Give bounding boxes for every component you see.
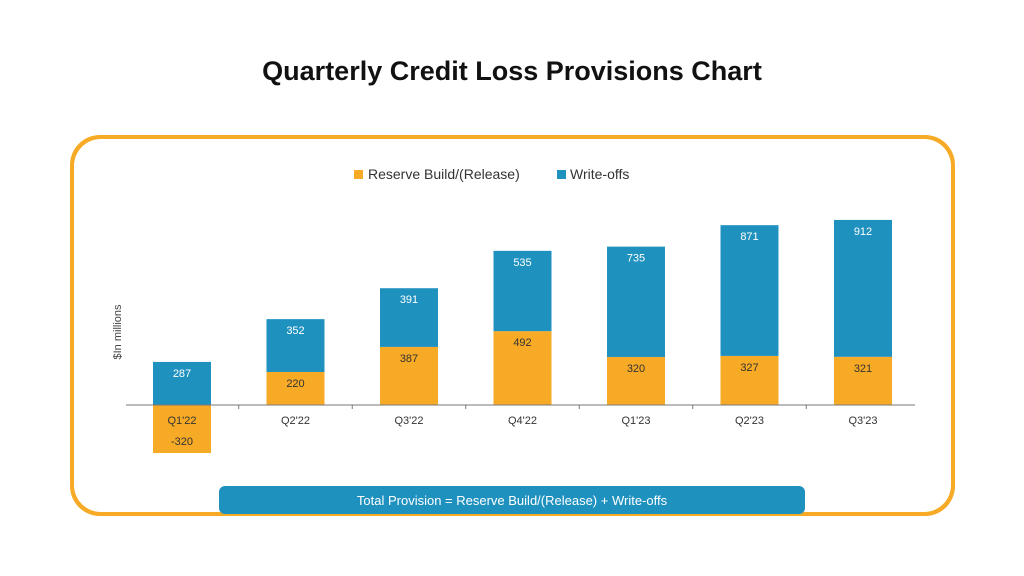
bar-reserve bbox=[607, 356, 665, 405]
data-label-reserve: 327 bbox=[740, 362, 758, 374]
bar-reserve bbox=[834, 356, 892, 405]
data-label-writeoffs: 912 bbox=[854, 226, 872, 238]
total-provision-formula: Total Provision = Reserve Build/(Release… bbox=[219, 486, 805, 514]
data-label-reserve: 321 bbox=[854, 363, 872, 375]
data-label-writeoffs: 287 bbox=[173, 368, 191, 380]
data-label-reserve: 320 bbox=[627, 363, 645, 375]
x-tick-label: Q1'22 bbox=[167, 415, 196, 427]
data-label-writeoffs: 871 bbox=[740, 231, 758, 243]
bar-writeoffs bbox=[380, 288, 438, 347]
bar-writeoffs bbox=[266, 319, 325, 372]
data-label-reserve: -320 bbox=[171, 436, 193, 448]
legend-swatch-reserve bbox=[354, 170, 363, 179]
x-tick-label: Q3'23 bbox=[848, 415, 877, 427]
data-label-reserve: 220 bbox=[286, 378, 304, 390]
y-axis-label: $In millions bbox=[112, 304, 124, 360]
page-title: Quarterly Credit Loss Provisions Chart bbox=[262, 56, 762, 86]
bar-reserve bbox=[153, 405, 211, 454]
bar-reserve bbox=[493, 331, 552, 405]
x-tick-label: Q2'22 bbox=[281, 415, 310, 427]
bar-writeoffs bbox=[834, 219, 892, 357]
data-label-writeoffs: 735 bbox=[627, 253, 645, 265]
data-label-writeoffs: 535 bbox=[513, 257, 531, 269]
data-label-writeoffs: 352 bbox=[286, 325, 304, 337]
data-label-reserve: 492 bbox=[513, 337, 531, 349]
bar-reserve bbox=[266, 371, 325, 405]
legend-swatch-writeoffs bbox=[557, 170, 566, 179]
x-tick-label: Q4'22 bbox=[508, 415, 537, 427]
legend-label-reserve: Reserve Build/(Release) bbox=[368, 166, 520, 182]
legend-label-writeoffs: Write-offs bbox=[570, 166, 629, 182]
bar-writeoffs bbox=[720, 225, 779, 356]
bar-writeoffs bbox=[153, 361, 211, 405]
bar-reserve bbox=[720, 355, 779, 405]
data-label-writeoffs: 391 bbox=[400, 294, 418, 306]
x-tick-label: Q2'23 bbox=[735, 415, 764, 427]
x-tick-label: Q3'22 bbox=[394, 415, 423, 427]
bar-reserve bbox=[380, 346, 438, 405]
x-tick-label: Q1'23 bbox=[621, 415, 650, 427]
bar-writeoffs bbox=[493, 250, 552, 332]
data-label-reserve: 387 bbox=[400, 353, 418, 365]
bar-writeoffs bbox=[607, 246, 665, 357]
